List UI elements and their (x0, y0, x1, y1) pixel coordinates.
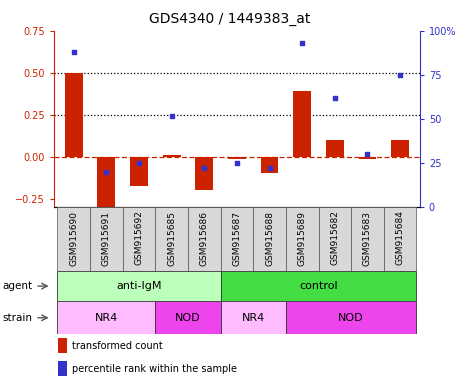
Text: GSM915685: GSM915685 (167, 210, 176, 265)
Bar (260, 157, 279, 173)
Bar (358, 157, 377, 159)
Text: GSM915682: GSM915682 (330, 210, 340, 265)
Bar (57, 271, 220, 301)
Text: GSM915689: GSM915689 (298, 210, 307, 265)
Text: strain: strain (2, 313, 32, 323)
Point (233, 160, 241, 166)
Text: GSM915686: GSM915686 (200, 210, 209, 265)
Text: agent: agent (2, 281, 32, 291)
Bar (57, 301, 155, 334)
Bar (90, 207, 122, 271)
Point (70, 49, 77, 55)
Text: percentile rank within the sample: percentile rank within the sample (72, 364, 237, 374)
Bar (286, 207, 318, 271)
Bar (188, 207, 220, 271)
Point (168, 113, 175, 119)
Bar (130, 157, 148, 186)
Bar (326, 140, 344, 157)
Bar (228, 157, 246, 159)
Point (135, 160, 143, 166)
Point (266, 166, 273, 172)
Bar (58, 338, 67, 353)
Text: control: control (299, 281, 338, 291)
Bar (57, 207, 90, 271)
Text: GSM915688: GSM915688 (265, 210, 274, 265)
Bar (155, 207, 188, 271)
Bar (220, 271, 416, 301)
Bar (155, 301, 220, 334)
Text: GSM915683: GSM915683 (363, 210, 372, 265)
Text: GSM915691: GSM915691 (102, 210, 111, 265)
Bar (58, 361, 67, 376)
Bar (391, 140, 409, 157)
Text: NR4: NR4 (95, 313, 118, 323)
Point (298, 40, 306, 46)
Bar (97, 157, 115, 207)
Text: GSM915692: GSM915692 (134, 210, 144, 265)
Bar (220, 207, 253, 271)
Text: GSM915684: GSM915684 (396, 210, 405, 265)
Text: anti-IgM: anti-IgM (116, 281, 162, 291)
Bar (286, 301, 416, 334)
Bar (122, 207, 155, 271)
Point (396, 72, 404, 78)
Text: GSM915690: GSM915690 (69, 210, 78, 265)
Point (102, 169, 110, 175)
Text: NR4: NR4 (242, 313, 265, 323)
Bar (351, 207, 384, 271)
Text: NOD: NOD (338, 313, 364, 323)
Point (364, 151, 371, 157)
Text: GSM915687: GSM915687 (232, 210, 242, 265)
Bar (195, 157, 213, 190)
Bar (220, 301, 286, 334)
Bar (65, 73, 83, 157)
Point (200, 166, 208, 172)
Bar (163, 155, 181, 157)
Point (331, 95, 339, 101)
Text: transformed count: transformed count (72, 341, 163, 351)
Text: NOD: NOD (175, 313, 201, 323)
Bar (253, 207, 286, 271)
Bar (318, 207, 351, 271)
Text: GDS4340 / 1449383_at: GDS4340 / 1449383_at (149, 12, 310, 25)
Bar (293, 91, 311, 157)
Bar (384, 207, 416, 271)
